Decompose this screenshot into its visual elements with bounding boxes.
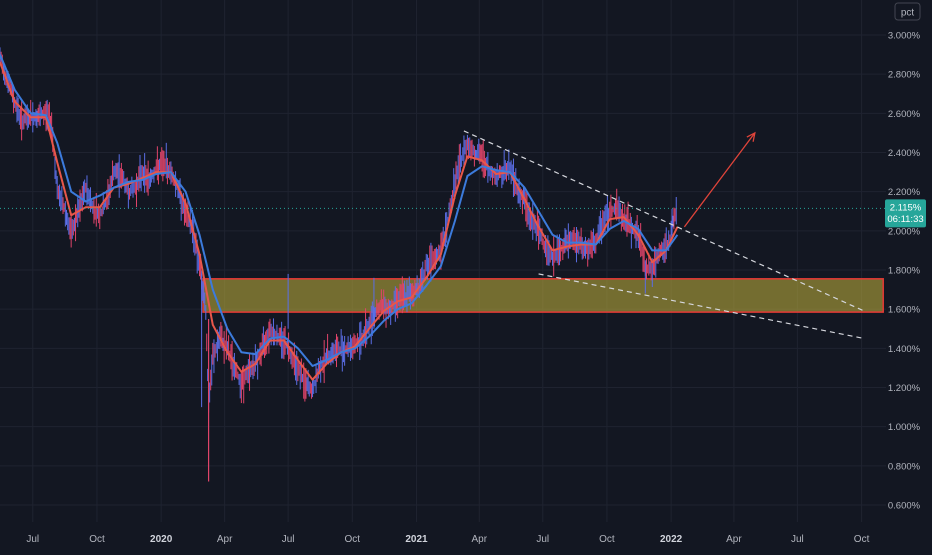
trendline-lower <box>538 273 865 340</box>
drawings[interactable] <box>0 130 886 340</box>
price-axis-label: 1.800% <box>888 266 921 277</box>
trendline-upper <box>463 130 865 312</box>
moving-average-slow <box>0 54 679 367</box>
moving-average-fast <box>0 62 679 381</box>
time-axis-label: Jul <box>26 534 39 545</box>
time-axis-label: Jul <box>791 534 804 545</box>
price-axis-label: 1.400% <box>888 344 921 355</box>
scale-mode-button[interactable]: pct <box>894 2 921 21</box>
moving-averages <box>0 54 679 381</box>
support-zone-rect <box>202 278 884 313</box>
price-axis-label: 2.400% <box>888 148 921 159</box>
time-axis-label: 2021 <box>405 534 428 545</box>
price-axis-label: 2.200% <box>888 187 921 198</box>
projection-arrow-line <box>683 132 756 228</box>
price-axis-label: 0.800% <box>888 461 921 472</box>
time-axis[interactable]: Jul Oct 2020 Apr Jul Oct 2021 Apr Jul Oct 2022 Apr J… <box>26 534 869 545</box>
price-axis-label: 0.600% <box>888 501 921 512</box>
price-bars <box>0 47 677 482</box>
time-axis-label: Apr <box>217 534 233 545</box>
price-axis-label: 2.000% <box>888 226 921 237</box>
support-zone[interactable] <box>202 278 884 313</box>
price-axis-label: 2.600% <box>888 109 921 120</box>
time-axis-label: Oct <box>345 534 361 545</box>
price-axis-label: 3.000% <box>888 31 921 42</box>
price-axis[interactable]: 3.000% 2.800% 2.600% 2.400% 2.200% 2.000% 1.80… <box>888 31 921 512</box>
time-axis-label: Apr <box>726 534 742 545</box>
time-axis-label: Oct <box>89 534 105 545</box>
time-axis-label: 2020 <box>150 534 173 545</box>
time-axis-label: Apr <box>471 534 487 545</box>
last-price-badge: 2.115% 06:11:33 <box>885 199 926 228</box>
scale-mode-label: pct <box>901 8 915 19</box>
time-axis-label: Jul <box>536 534 549 545</box>
last-price-countdown: 06:11:33 <box>887 214 923 225</box>
price-axis-label: 1.200% <box>888 383 921 394</box>
time-axis-label: Jul <box>282 534 295 545</box>
price-axis-label: 2.800% <box>888 70 921 81</box>
time-axis-label: Oct <box>854 534 870 545</box>
last-price-value: 2.115% <box>890 202 922 213</box>
time-axis-label: 2022 <box>660 534 683 545</box>
grid <box>0 0 886 522</box>
projection-arrow-head <box>746 131 756 142</box>
price-axis-label: 1.600% <box>888 305 921 316</box>
time-axis-label: Oct <box>599 534 615 545</box>
price-axis-label: 1.000% <box>888 422 921 433</box>
